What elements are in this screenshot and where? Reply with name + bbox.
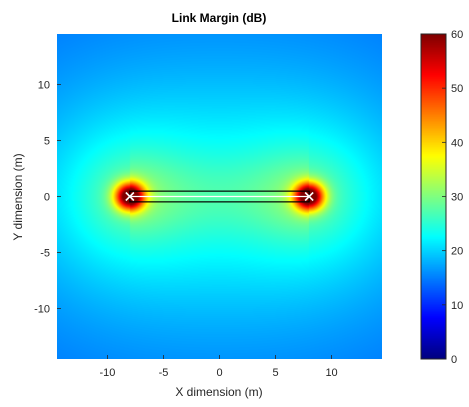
x-tick-label: 5 (272, 367, 278, 379)
colorbar-axis: 0 10 20 30 40 50 60 (442, 29, 463, 366)
y-tick-label: 10 (38, 79, 50, 91)
colorbar-tick-label: 30 (451, 192, 463, 204)
y-axis-label: Y dimension (m) (11, 153, 25, 240)
colorbar-tick-label: 0 (451, 354, 457, 366)
chart-title: Link Margin (dB) (172, 11, 267, 25)
colorbar-tick-label: 50 (451, 83, 463, 95)
colorbar-canvas (421, 34, 446, 359)
x-tick-label: 10 (325, 367, 337, 379)
y-tick-label: 0 (44, 192, 50, 204)
x-axis-label: X dimension (m) (175, 385, 262, 399)
colorbar-tick-label: 10 (451, 300, 463, 312)
colorbar-tick-label: 60 (451, 29, 463, 41)
link-overlay (125, 190, 314, 203)
x-tick-label: -10 (99, 367, 115, 379)
endpoint-marker-1 (125, 191, 135, 202)
colorbar-tick-label: 40 (451, 137, 463, 149)
y-tick-label: -5 (40, 248, 50, 260)
colorbar (421, 34, 446, 359)
colorbar-tick-label: 20 (451, 246, 463, 258)
y-axis: -10 -5 0 5 10 (34, 79, 61, 316)
x-tick-label: 0 (216, 367, 222, 379)
y-tick-label: -10 (34, 304, 50, 316)
x-tick-label: -5 (159, 367, 169, 379)
endpoint-marker-2 (304, 191, 314, 202)
y-tick-label: 5 (44, 135, 50, 147)
x-axis: -10 -5 0 5 10 (99, 355, 338, 379)
